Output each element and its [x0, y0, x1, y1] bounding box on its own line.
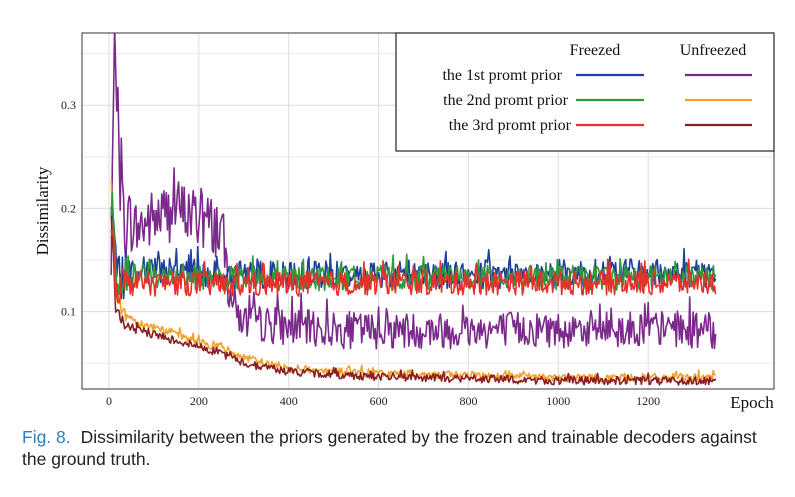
series-lines [110, 33, 717, 386]
dissimilarity-chart: 0 200 400 600 800 1000 1200 0.1 0.2 0.3 Epoch Dis… [33, 32, 775, 412]
x-tick-label: 0 [106, 394, 112, 408]
legend-row-2nd-prior: the 2nd promt prior [443, 92, 569, 109]
series-line [110, 33, 717, 350]
legend-row-3rd-prior: the 3rd promt prior [449, 117, 572, 134]
x-tick-label: 400 [280, 394, 298, 408]
x-tick-label: 600 [370, 394, 388, 408]
series-line [110, 211, 717, 386]
x-tick-label: 1200 [636, 394, 660, 408]
series-line [110, 230, 717, 304]
y-tick-label: 0.1 [61, 305, 76, 319]
legend-header-unfreezed: Unfreezed [680, 42, 747, 59]
legend-row-1st-prior: the 1st promt prior [442, 67, 562, 84]
y-tick-label: 0.3 [61, 98, 76, 112]
caption-text: Dissimilarity between the priors generat… [22, 427, 757, 469]
tick-labels: 0 200 400 600 800 1000 1200 0.1 0.2 0.3 [61, 98, 660, 408]
x-tick-label: 1000 [546, 394, 570, 408]
x-tick-label: 800 [459, 394, 477, 408]
figure-label: Fig. 8. [22, 427, 71, 447]
legend-box [395, 32, 775, 152]
figure-caption: Fig. 8. Dissimilarity between the priors … [22, 426, 782, 470]
x-tick-label: 200 [190, 394, 208, 408]
legend-header-freezed: Freezed [570, 42, 621, 59]
legend: Freezed Unfreezed the 1st promt prior th… [395, 32, 775, 152]
y-tick-label: 0.2 [61, 201, 76, 215]
y-axis-label: Dissimilarity [33, 166, 52, 255]
x-axis-label: Epoch [730, 393, 774, 412]
